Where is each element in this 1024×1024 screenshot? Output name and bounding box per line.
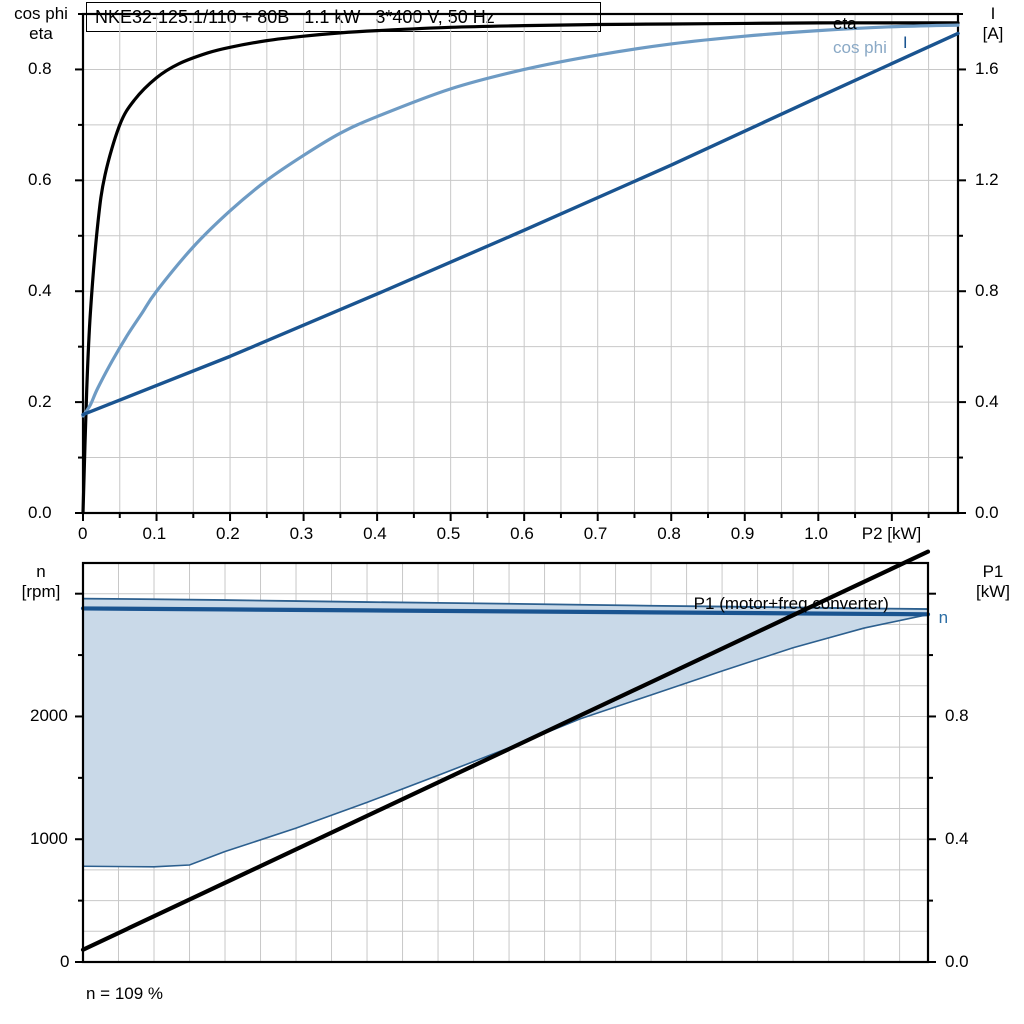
curve-label-eta: eta	[833, 13, 857, 33]
top-x-tick: 0.8	[657, 524, 681, 543]
top-x-tick: 0.9	[730, 524, 755, 543]
top-x-tick: 0.2	[216, 524, 240, 543]
top-right-tick: 1.6	[975, 59, 999, 79]
top-x-tick: 0.5	[436, 524, 461, 543]
curve-label-p1: P1 (motor+freq.converter)	[693, 594, 889, 614]
top-x-tick: 0.4	[363, 524, 387, 543]
bottom-left-tick: 0	[60, 952, 70, 971]
top-right-tick: 0.0	[975, 503, 999, 522]
top-left-axis-label: cos phi eta	[14, 4, 68, 43]
top-x-tick: 0.6	[510, 524, 534, 543]
top-right-tick: 0.4	[975, 392, 999, 412]
top-x-tick: 0.7	[583, 524, 608, 543]
bottom-right-tick: 0.4	[945, 829, 969, 849]
bottom-right-axis-label: P1 [kW]	[976, 562, 1010, 601]
footnote-speed-percent: n = 109 %	[86, 984, 164, 1003]
x-axis-label-p2: P2 [kW]	[861, 524, 922, 543]
top-left-tick: 0.2	[28, 392, 52, 412]
bottom-left-tick: 1000	[30, 829, 68, 849]
top-left-tick: 0.0	[28, 503, 52, 522]
bottom-left-tick: 2000	[30, 706, 68, 726]
top-right-tick: 1.2	[975, 170, 999, 190]
top-chart-svg	[75, 12, 966, 521]
curve-label-n: n	[938, 608, 949, 628]
bottom-right-tick: 0.8	[945, 706, 969, 726]
top-x-tick: 0.3	[289, 524, 314, 543]
top-left-tick: 0.4	[28, 281, 52, 301]
top-left-tick: 0.8	[28, 59, 52, 79]
top-x-tick: 0.1	[142, 524, 167, 543]
curve-label-cos-phi: cos phi	[833, 37, 887, 57]
bottom-right-tick: 0.0	[945, 952, 969, 971]
top-x-tick: 0	[78, 524, 88, 543]
top-x-tick: 1.0	[804, 524, 828, 543]
top-right-axis-label: I [A]	[982, 4, 1004, 43]
top-left-tick: 0.6	[28, 170, 52, 190]
curve-label-current: I	[902, 33, 908, 53]
top-right-tick: 0.8	[975, 281, 999, 301]
bottom-left-axis-label: n [rpm]	[21, 562, 61, 601]
